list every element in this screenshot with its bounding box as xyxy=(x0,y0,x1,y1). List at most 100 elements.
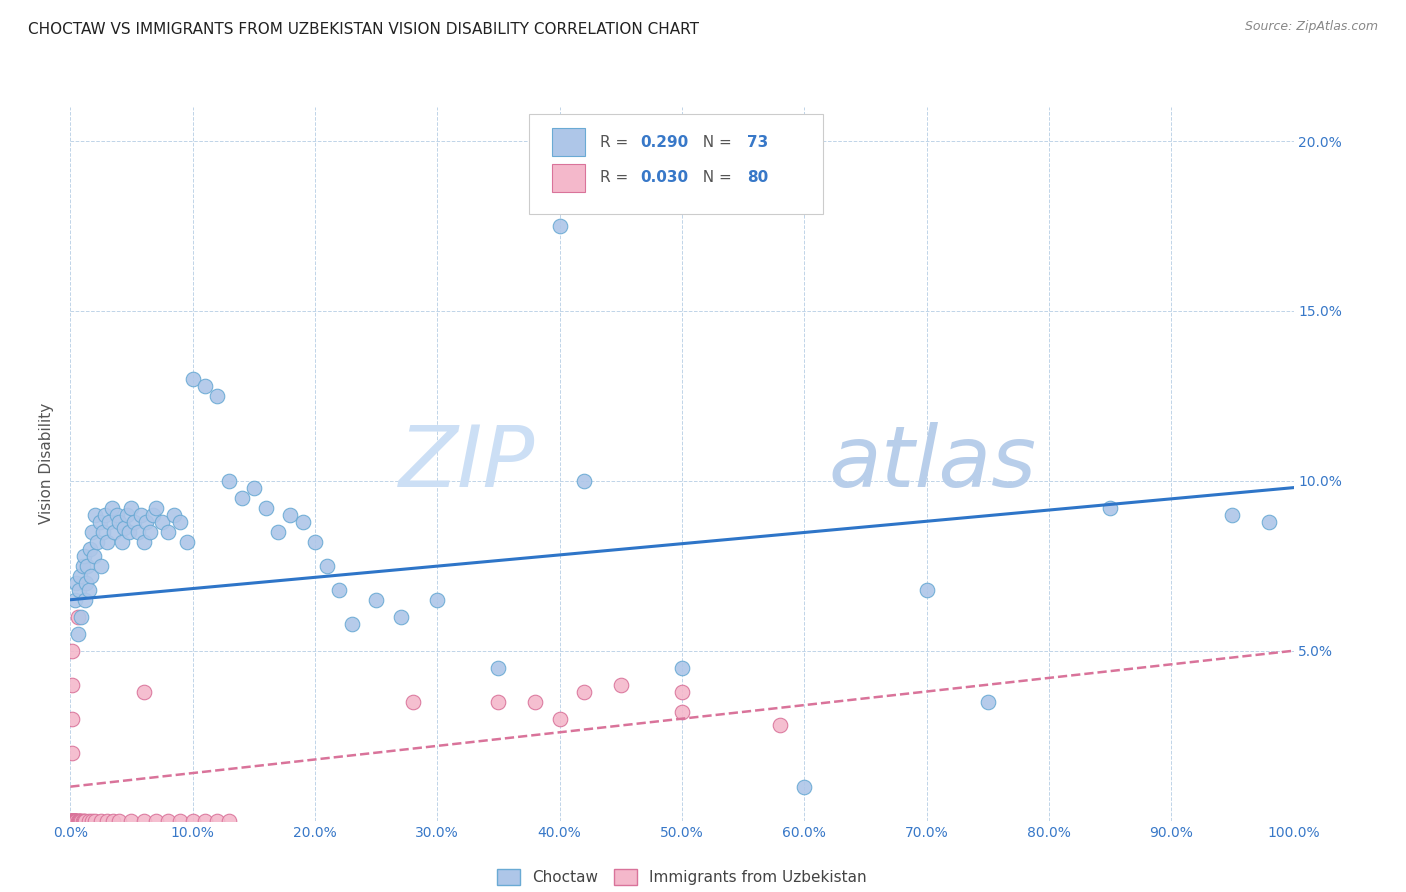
Text: atlas: atlas xyxy=(828,422,1036,506)
Point xyxy=(122,515,145,529)
Point xyxy=(316,558,339,573)
Point xyxy=(83,549,105,563)
Point xyxy=(977,695,1000,709)
Point xyxy=(63,814,86,828)
Point xyxy=(62,814,84,828)
Point xyxy=(103,524,125,539)
Point xyxy=(91,524,114,539)
Point xyxy=(63,814,86,828)
Point xyxy=(671,661,693,675)
Legend: Choctaw, Immigrants from Uzbekistan: Choctaw, Immigrants from Uzbekistan xyxy=(491,863,873,891)
Point xyxy=(366,592,388,607)
Point xyxy=(60,814,83,828)
Point xyxy=(101,501,124,516)
Point xyxy=(60,678,83,692)
Point xyxy=(121,814,143,828)
Point xyxy=(77,814,100,828)
Point xyxy=(548,712,571,726)
Point xyxy=(915,582,938,597)
Point xyxy=(98,515,121,529)
Text: 80: 80 xyxy=(747,170,768,186)
Point xyxy=(60,814,83,828)
Point xyxy=(157,814,180,828)
Point xyxy=(205,389,228,403)
Point xyxy=(142,508,165,522)
Point xyxy=(157,524,180,539)
Point xyxy=(73,814,96,828)
Text: R =: R = xyxy=(600,135,633,150)
Point xyxy=(243,481,266,495)
Point xyxy=(340,616,363,631)
Point xyxy=(280,508,302,522)
Point xyxy=(62,814,84,828)
Point xyxy=(62,814,84,828)
Point xyxy=(194,378,217,392)
Point xyxy=(65,814,87,828)
Point xyxy=(169,515,191,529)
Point xyxy=(63,814,86,828)
Point xyxy=(60,814,83,828)
Point xyxy=(218,814,240,828)
Point xyxy=(1222,508,1244,522)
Point xyxy=(60,814,83,828)
Point xyxy=(65,814,87,828)
Point xyxy=(82,524,104,539)
Point xyxy=(89,515,111,529)
Point xyxy=(63,814,86,828)
Text: 73: 73 xyxy=(747,135,768,150)
Point xyxy=(62,814,84,828)
Point xyxy=(90,814,112,828)
Point xyxy=(150,515,173,529)
Point xyxy=(671,705,693,719)
Point xyxy=(69,814,91,828)
Point xyxy=(135,515,157,529)
Point xyxy=(60,814,83,828)
Point xyxy=(328,582,350,597)
Point xyxy=(86,535,108,549)
Point xyxy=(73,814,96,828)
Point xyxy=(145,501,167,516)
Point xyxy=(194,814,217,828)
Point xyxy=(63,592,86,607)
Point xyxy=(77,582,100,597)
Point xyxy=(60,814,83,828)
Text: Source: ZipAtlas.com: Source: ZipAtlas.com xyxy=(1244,20,1378,33)
Point xyxy=(112,521,135,535)
Point xyxy=(111,535,134,549)
Text: R =: R = xyxy=(600,170,633,186)
Text: N =: N = xyxy=(693,170,737,186)
Point xyxy=(72,558,94,573)
Point xyxy=(60,814,83,828)
Point xyxy=(65,814,87,828)
Point xyxy=(73,549,96,563)
Point xyxy=(93,508,115,522)
Point xyxy=(60,814,83,828)
Point xyxy=(65,575,87,590)
Point xyxy=(291,515,314,529)
Point xyxy=(181,372,204,386)
Point xyxy=(63,814,86,828)
Point xyxy=(80,569,103,583)
Point xyxy=(132,684,155,698)
Point xyxy=(82,814,104,828)
Point xyxy=(66,626,89,640)
Text: CHOCTAW VS IMMIGRANTS FROM UZBEKISTAN VISION DISABILITY CORRELATION CHART: CHOCTAW VS IMMIGRANTS FROM UZBEKISTAN VI… xyxy=(28,22,699,37)
Point xyxy=(60,814,83,828)
Point xyxy=(60,712,83,726)
Point xyxy=(572,474,595,488)
Point xyxy=(70,814,93,828)
Point xyxy=(121,501,143,516)
Point xyxy=(63,814,86,828)
Point xyxy=(63,814,86,828)
Point xyxy=(132,814,155,828)
Point xyxy=(1258,515,1281,529)
Point xyxy=(62,814,84,828)
Point xyxy=(65,814,87,828)
Point xyxy=(79,541,101,556)
Point xyxy=(793,780,815,794)
Point xyxy=(488,695,510,709)
Point xyxy=(304,535,326,549)
Point xyxy=(66,814,89,828)
Point xyxy=(254,501,277,516)
Point xyxy=(62,814,84,828)
